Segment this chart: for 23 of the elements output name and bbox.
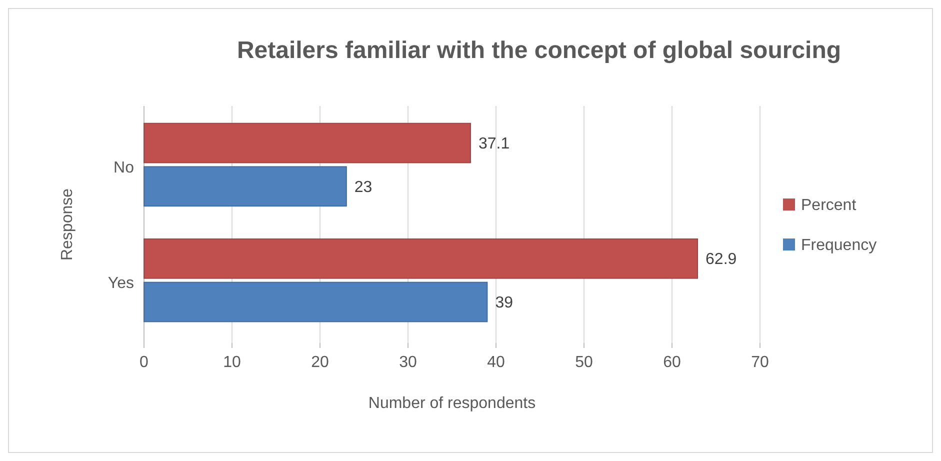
legend-label: Frequency: [801, 237, 877, 254]
y-axis-title: Response: [59, 188, 76, 261]
x-tick-label: 60: [663, 354, 681, 371]
bar: [144, 238, 698, 279]
x-tick-label: 30: [399, 354, 417, 371]
y-tick-label: No: [114, 159, 134, 176]
legend-label: Percent: [801, 197, 857, 214]
bar: [144, 122, 471, 164]
bar: [144, 166, 347, 207]
x-tick-label: 10: [223, 354, 241, 371]
data-label: 37.1: [478, 136, 510, 153]
x-tick-label: 50: [575, 354, 593, 371]
data-label: 39: [495, 294, 514, 312]
x-tick-label: 0: [140, 354, 149, 371]
chart-title: Retailers familiar with the concept of global sourcing: [236, 37, 842, 64]
data-label: 23: [354, 178, 372, 196]
y-tick-label: Yes: [108, 274, 134, 292]
x-tick-label: 70: [751, 354, 769, 371]
x-tick-label: 40: [487, 354, 505, 371]
x-axis-title: Number of respondents: [368, 395, 536, 412]
x-tick-label: 20: [311, 354, 329, 371]
data-label: 62.9: [706, 251, 737, 268]
bar: [144, 282, 488, 322]
